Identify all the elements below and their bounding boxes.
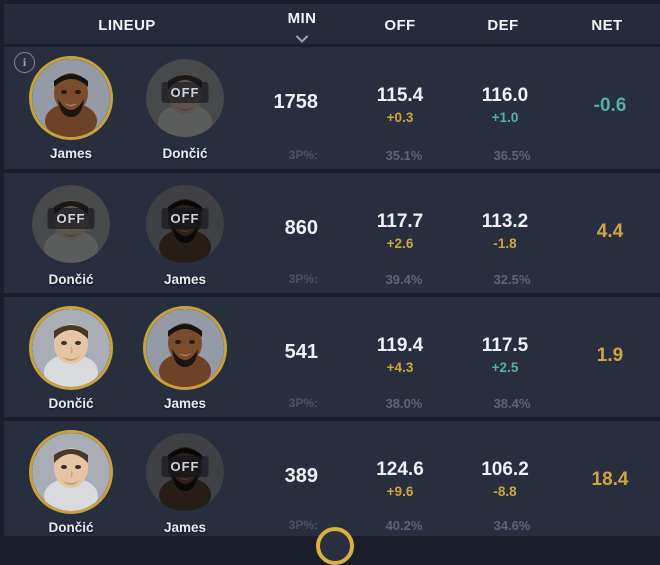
column-header-lineup[interactable]: LINEUP	[98, 17, 156, 34]
player-slot[interactable]: James	[140, 306, 230, 411]
player-name: Dončić	[48, 396, 94, 411]
def-rating-value: 117.5	[481, 335, 529, 356]
player-slot[interactable]: OFF Dončić	[140, 56, 230, 161]
player-name: Dončić	[48, 520, 94, 535]
player-slot[interactable]: OFF James	[140, 430, 230, 535]
info-icon[interactable]: i	[14, 52, 35, 73]
player-name: Dončić	[48, 272, 94, 287]
def-rating-value: 106.2	[481, 459, 529, 480]
player-avatar[interactable]	[143, 306, 227, 390]
def-three-point-pct: 34.6%	[493, 518, 531, 533]
table-header: LINEUP MIN OFF DEF NET	[4, 4, 660, 44]
def-rating-delta: -8.8	[493, 484, 517, 499]
off-rating-delta: +9.6	[386, 484, 414, 499]
column-header-min[interactable]: MIN	[287, 10, 317, 27]
player-avatar[interactable]: OFF	[143, 56, 227, 140]
column-header-net[interactable]: NET	[591, 17, 623, 34]
column-header-off[interactable]: OFF	[384, 17, 416, 34]
def-rating-delta: +1.0	[491, 110, 519, 125]
player-name: Dončić	[162, 146, 208, 161]
off-rating-value: 115.4	[376, 85, 424, 106]
off-rating-delta: +4.3	[386, 360, 414, 375]
off-rating-delta: +2.6	[386, 236, 414, 251]
net-rating-value: 1.9	[596, 345, 624, 366]
net-rating-value: -0.6	[593, 95, 627, 116]
player-avatar[interactable]: OFF	[143, 182, 227, 266]
def-rating-delta: -1.8	[493, 236, 517, 251]
minutes-value: 389	[284, 465, 318, 487]
def-rating-cell: 106.2 -8.8	[455, 459, 555, 499]
player-slot[interactable]: OFF James	[140, 182, 230, 287]
partial-avatar-ring	[316, 527, 354, 565]
def-rating-cell: 116.0 +1.0	[455, 85, 555, 125]
player-slot[interactable]: OFF Dončić	[26, 182, 116, 287]
def-rating-value: 116.0	[481, 85, 529, 106]
lineup-row[interactable]: Dončić OFF James 389 124.6 +9.6 106.2 -8…	[4, 421, 660, 536]
player-slot[interactable]: Dončić	[26, 306, 116, 411]
player-slot[interactable]: Dončić	[26, 430, 116, 535]
player-avatar[interactable]	[29, 306, 113, 390]
net-rating-value: 18.4	[591, 469, 629, 490]
sort-indicator[interactable]	[262, 30, 342, 48]
off-rating-value: 119.4	[376, 335, 424, 356]
def-three-point-pct: 32.5%	[493, 272, 531, 287]
net-rating-value: 4.4	[596, 221, 624, 242]
lineup-row[interactable]: i James OFF Dončić 1758 115.4 +0.3 116.0…	[4, 47, 660, 169]
off-rating-cell: 115.4 +0.3	[350, 85, 450, 125]
three-point-label: 3P%:	[288, 272, 318, 286]
player-name: James	[163, 272, 207, 287]
three-point-label: 3P%:	[288, 518, 318, 532]
off-rating-delta: +0.3	[386, 110, 414, 125]
off-three-point-pct: 39.4%	[385, 272, 423, 287]
off-rating-cell: 119.4 +4.3	[350, 335, 450, 375]
three-point-label: 3P%:	[288, 396, 318, 410]
player-name: James	[163, 396, 207, 411]
minutes-value: 860	[284, 217, 318, 239]
three-point-label: 3P%:	[288, 148, 318, 162]
def-three-point-pct: 36.5%	[493, 148, 531, 163]
player-avatar[interactable]: OFF	[29, 182, 113, 266]
off-three-point-pct: 35.1%	[385, 148, 423, 163]
def-three-point-pct: 38.4%	[493, 396, 531, 411]
off-three-point-pct: 40.2%	[385, 518, 423, 533]
off-rating-cell: 124.6 +9.6	[350, 459, 450, 499]
player-avatar[interactable]	[29, 56, 113, 140]
minutes-value: 1758	[273, 91, 319, 113]
player-avatar[interactable]	[29, 430, 113, 514]
off-badge: OFF	[161, 82, 209, 104]
def-rating-value: 113.2	[481, 211, 529, 232]
player-name: James	[163, 520, 207, 535]
off-rating-cell: 117.7 +2.6	[350, 211, 450, 251]
off-rating-value: 124.6	[376, 459, 424, 480]
off-rating-value: 117.7	[376, 211, 424, 232]
player-avatar[interactable]: OFF	[143, 430, 227, 514]
column-header-def[interactable]: DEF	[487, 17, 519, 34]
def-rating-cell: 117.5 +2.5	[455, 335, 555, 375]
off-badge: OFF	[47, 208, 95, 230]
chevron-down-icon	[296, 35, 308, 43]
off-badge: OFF	[161, 456, 209, 478]
minutes-value: 541	[284, 341, 318, 363]
off-badge: OFF	[161, 208, 209, 230]
player-slot[interactable]: James	[26, 56, 116, 161]
def-rating-cell: 113.2 -1.8	[455, 211, 555, 251]
off-three-point-pct: 38.0%	[385, 396, 423, 411]
lineup-table: LINEUP MIN OFF DEF NET i James OFF	[4, 4, 660, 536]
player-name: James	[49, 146, 93, 161]
lineup-row[interactable]: Dončić James 541 119.4 +4.3 117.5 +2.5 1…	[4, 297, 660, 417]
def-rating-delta: +2.5	[491, 360, 519, 375]
lineup-row[interactable]: OFF Dončić OFF James 860 117.7 +2.6 113.…	[4, 173, 660, 293]
